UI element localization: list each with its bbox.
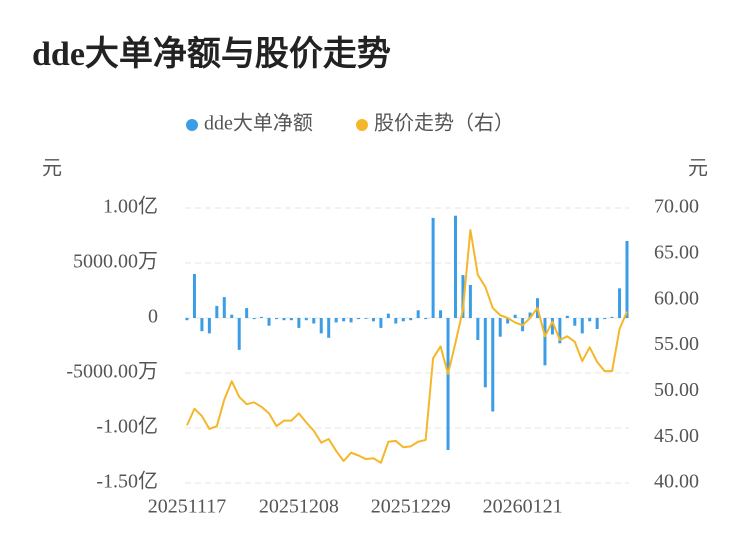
bar [603, 318, 607, 320]
bar [483, 318, 487, 388]
y-tick-label: -5000.00万 [66, 361, 158, 383]
bar [573, 318, 577, 326]
bar [453, 215, 457, 318]
bar [625, 241, 629, 318]
bar [185, 318, 189, 321]
bar [207, 318, 211, 334]
bar [618, 288, 622, 318]
bar [327, 318, 331, 338]
bar [200, 318, 204, 332]
y2-tick-label: 45.00 [654, 425, 699, 447]
bar [610, 316, 614, 318]
bar [297, 318, 301, 328]
bar [349, 318, 353, 323]
bar [550, 318, 554, 335]
y-tick-label: -1.00亿 [96, 415, 158, 438]
bar [416, 310, 420, 318]
bar [513, 314, 517, 318]
y-unit: 元 [42, 158, 62, 180]
bar [386, 313, 390, 318]
bar [274, 318, 278, 320]
bar [364, 318, 368, 319]
bar [498, 318, 502, 337]
bar [468, 285, 472, 318]
bar [342, 318, 346, 322]
bar [230, 314, 234, 318]
y-tick-label: 0 [148, 306, 158, 328]
bar [401, 318, 405, 322]
bar [312, 318, 316, 324]
bar [222, 297, 226, 318]
y2-tick-label: 50.00 [654, 379, 699, 401]
bar [439, 310, 443, 318]
y-tick-label: -1.50亿 [96, 470, 158, 493]
bar [491, 318, 495, 412]
bar [334, 318, 338, 323]
bar [319, 318, 323, 334]
bar [580, 318, 584, 334]
bar [379, 318, 383, 328]
bar [245, 308, 249, 318]
bar [371, 318, 375, 322]
bar [543, 318, 547, 366]
bar [431, 217, 435, 318]
bar [528, 312, 532, 318]
y2-tick-label: 60.00 [654, 287, 699, 309]
y2-tick-label: 70.00 [654, 196, 699, 218]
y-tick-label: 5000.00万 [73, 251, 158, 273]
bar [558, 318, 562, 344]
bar [282, 318, 286, 321]
y2-tick-label: 65.00 [654, 241, 699, 263]
legend-marker [356, 119, 368, 131]
bar [506, 318, 510, 324]
x-tick-label: 20251208 [259, 496, 339, 518]
chart-title: dde大单净额与股价走势 [32, 35, 391, 73]
bar [289, 318, 293, 321]
bar [461, 275, 465, 318]
bar [237, 318, 241, 350]
bar [394, 318, 398, 324]
legend-label: 股价走势（右） [374, 112, 514, 135]
bar [192, 274, 196, 318]
y-tick-label: 1.00亿 [103, 195, 158, 218]
legend-label: dde大单净额 [204, 112, 313, 135]
bar [409, 318, 413, 321]
bar [260, 316, 264, 318]
price-line [186, 229, 628, 464]
bar [565, 315, 569, 318]
x-tick-label: 20260121 [483, 496, 563, 518]
bar [215, 305, 219, 318]
bar [595, 318, 599, 329]
legend-marker [186, 119, 198, 131]
bar [252, 318, 256, 320]
y2-tick-label: 55.00 [654, 333, 699, 355]
bar [588, 318, 592, 322]
bar [424, 318, 428, 320]
x-tick-label: 20251117 [148, 496, 227, 518]
bar [267, 318, 271, 326]
bar [476, 318, 480, 340]
y2-unit: 元 [688, 158, 708, 180]
x-tick-label: 20251229 [371, 496, 451, 518]
bar [446, 318, 450, 450]
bar [357, 318, 361, 320]
y2-tick-label: 40.00 [654, 471, 699, 493]
bar [304, 318, 308, 321]
